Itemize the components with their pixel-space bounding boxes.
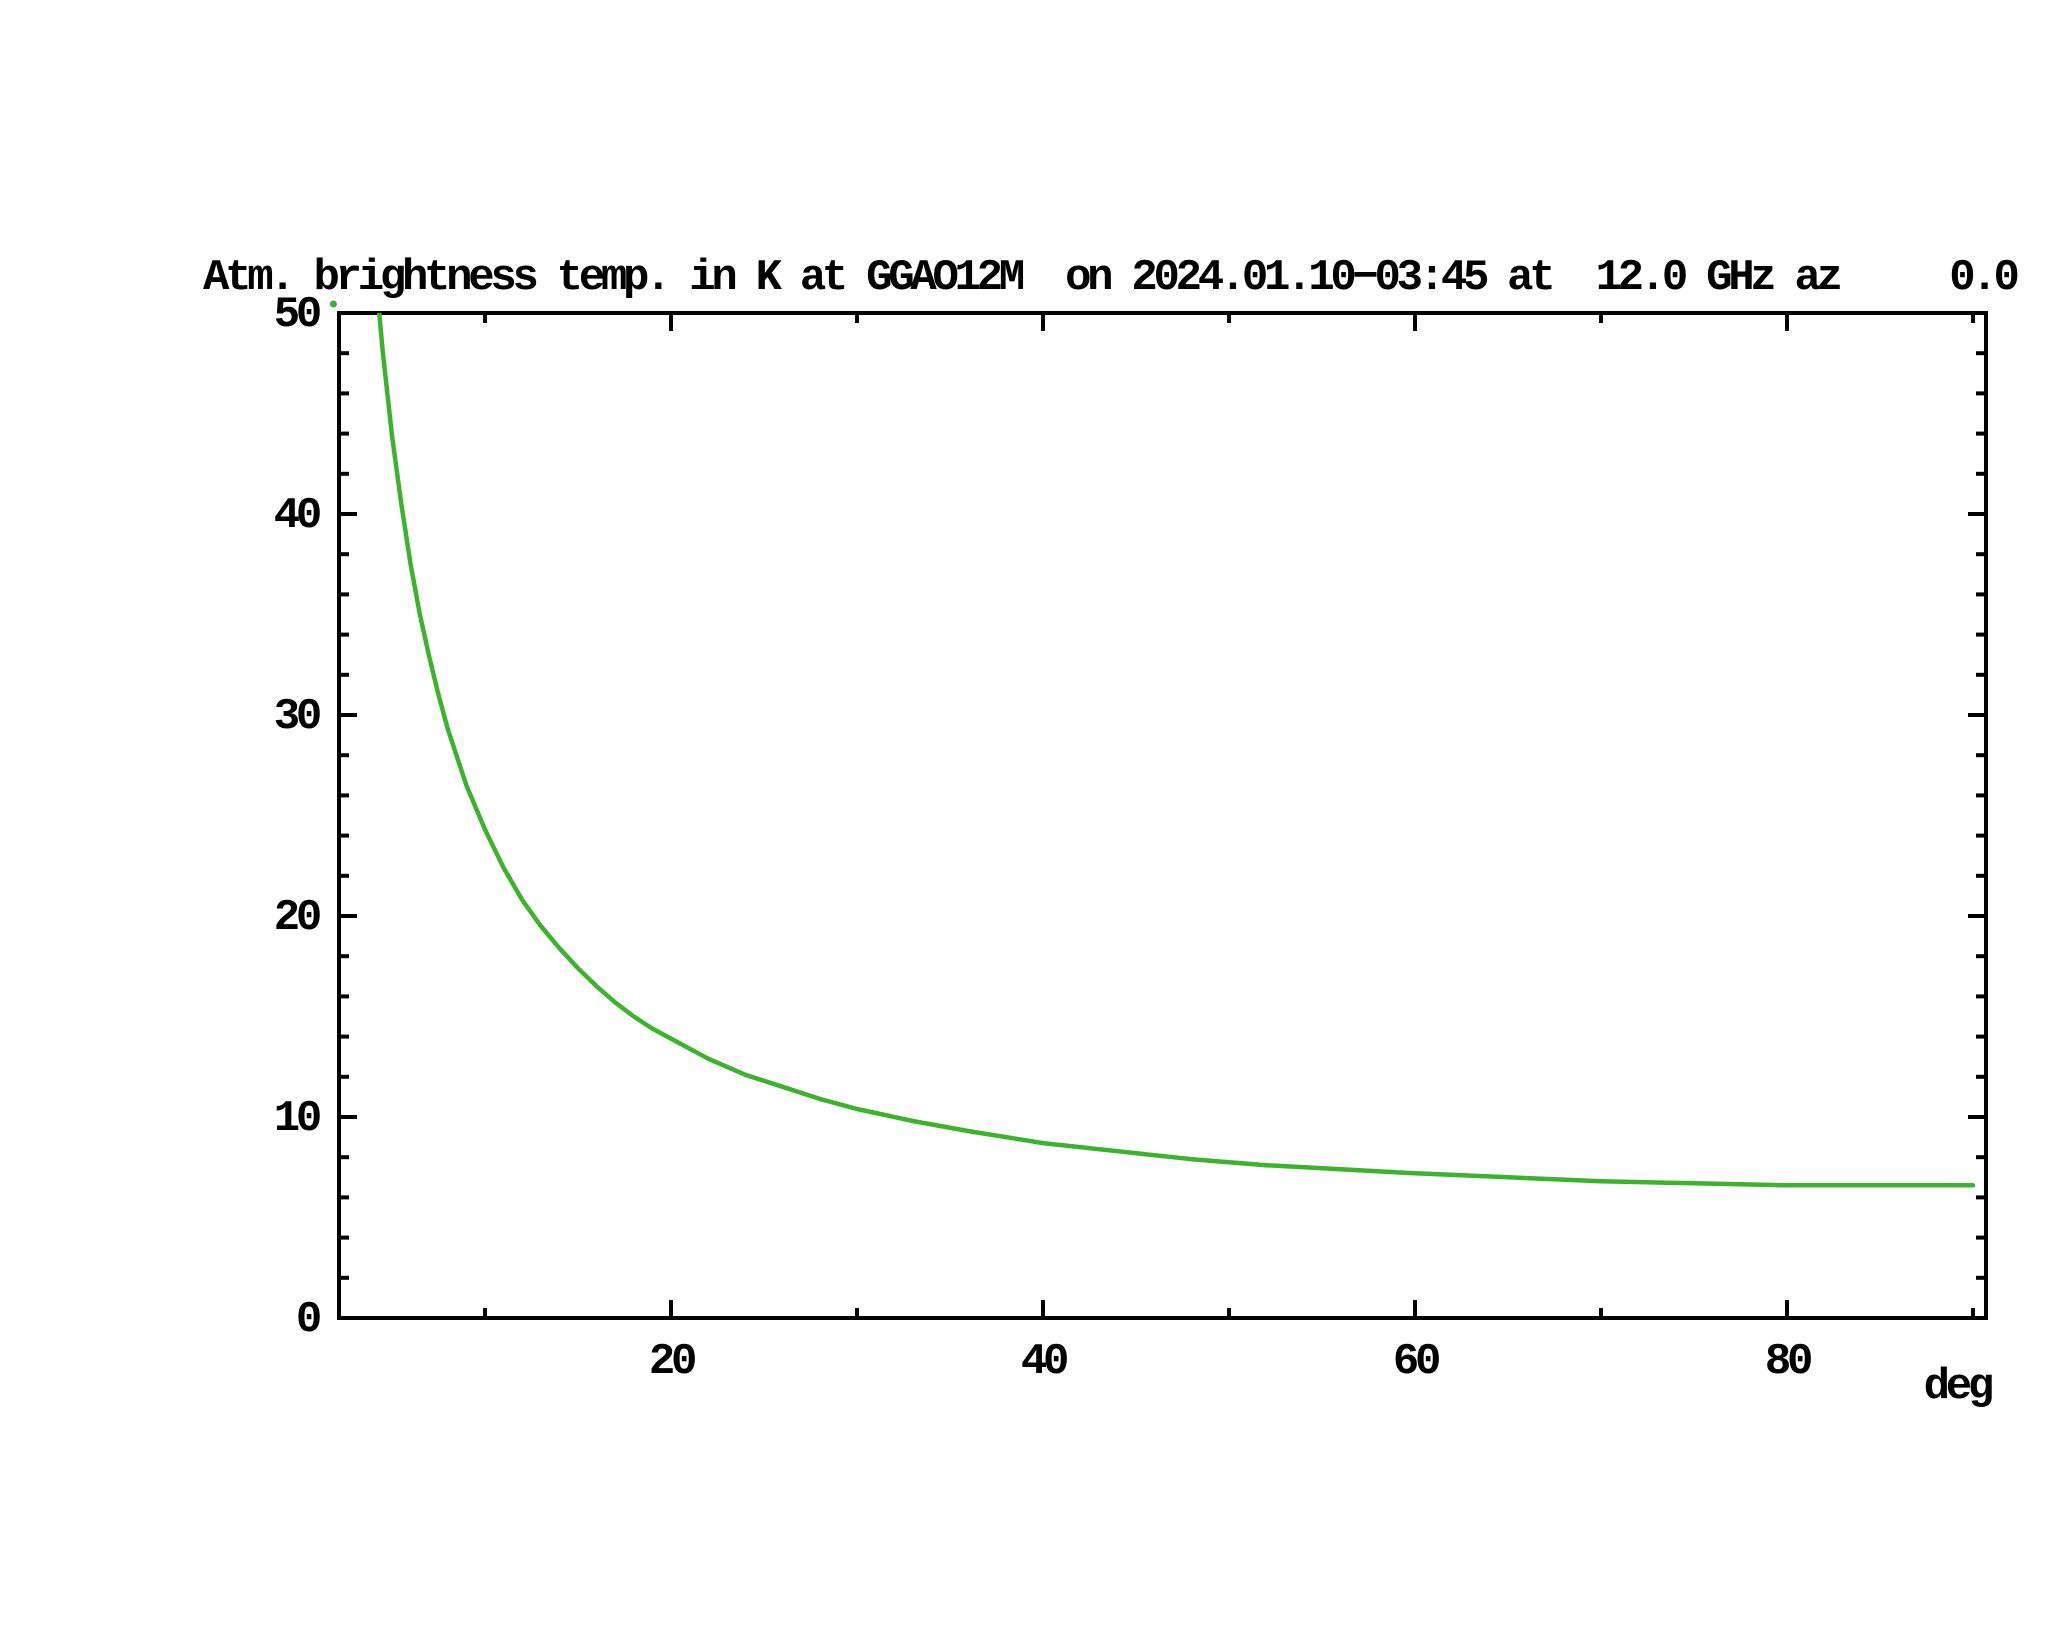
x-axis-ticks bbox=[483, 313, 1975, 1318]
y-tick-label: 30 bbox=[274, 692, 320, 742]
x-tick-label: 40 bbox=[1021, 1337, 1067, 1387]
y-tick-label: 50 bbox=[274, 290, 320, 340]
y-axis-ticks bbox=[339, 311, 1986, 1320]
x-tick-label: 80 bbox=[1765, 1337, 1811, 1387]
y-axis-labels: 0 10 20 30 40 50 bbox=[274, 290, 324, 1345]
y-tick-label: 0 bbox=[296, 1295, 320, 1345]
series-group bbox=[376, 313, 1976, 1188]
y-tick-label: 20 bbox=[274, 893, 320, 943]
y-tick-label: 40 bbox=[274, 491, 320, 541]
x-tick-label: 60 bbox=[1393, 1337, 1439, 1387]
x-axis-labels: 20 40 60 80 bbox=[649, 1337, 1815, 1387]
plot-frame bbox=[337, 311, 1988, 1320]
chart-title: Atm. brightness temp. in K at GGAO12M on… bbox=[203, 253, 2020, 303]
x-axis-unit-label: deg bbox=[1924, 1362, 1992, 1412]
series-line-atm-brightness-temp bbox=[376, 313, 1976, 1188]
x-tick-label: 20 bbox=[649, 1337, 695, 1387]
y-tick-label: 10 bbox=[274, 1094, 320, 1144]
stray-data-point bbox=[329, 300, 337, 308]
